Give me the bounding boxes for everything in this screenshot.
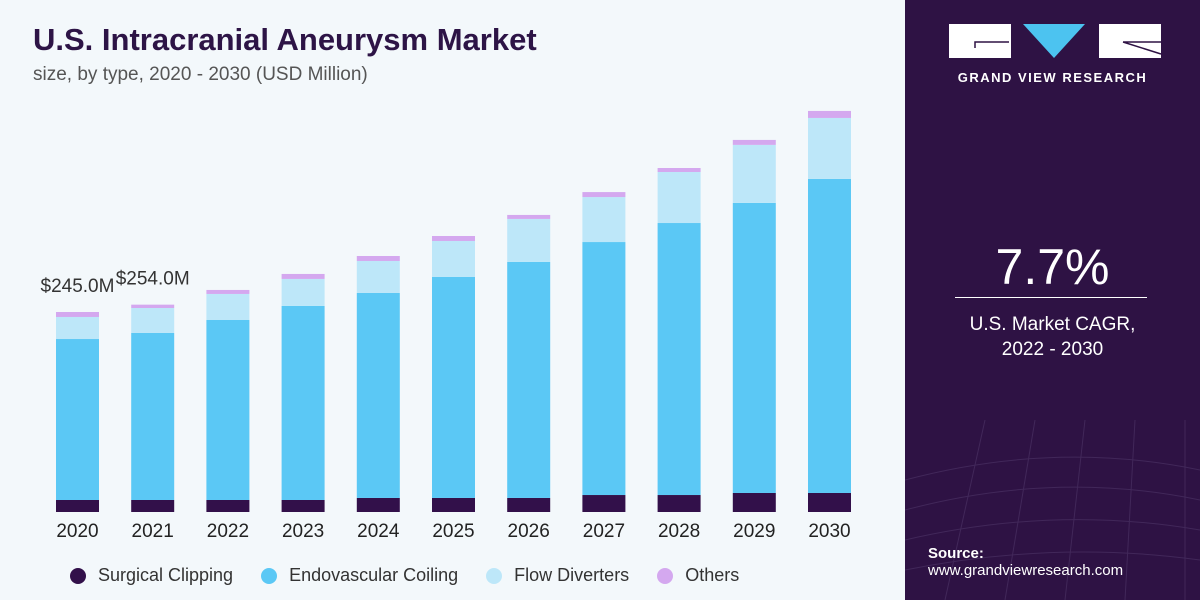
bar-endovascular-coiling-2021 [131, 332, 175, 500]
bar-endovascular-coiling-2020 [56, 339, 99, 500]
cagr-label: U.S. Market CAGR, 2022 - 2030 [905, 312, 1200, 362]
x-tick-label: 2022 [207, 521, 249, 542]
bar-others-2024 [356, 256, 400, 261]
data-label-2020: $245.0M [41, 276, 115, 297]
grid-decoration [905, 420, 1200, 600]
divider [955, 297, 1147, 298]
bar-flow-diverters-2020 [56, 316, 99, 340]
legend-label: Surgical Clipping [98, 565, 234, 585]
bar-endovascular-coiling-2022 [206, 320, 250, 500]
legend-item-surgical-clipping: Surgical Clipping [70, 565, 233, 586]
legend-item-flow-diverters: Flow Diverters [486, 565, 629, 586]
legend-swatch [657, 567, 674, 584]
chart-title: U.S. Intracranial Aneurysm Market [33, 22, 537, 57]
bar-surgical-clipping-2024 [356, 497, 400, 512]
bar-flow-diverters-2021 [131, 308, 175, 333]
bar-others-2028 [657, 168, 701, 172]
bar-flow-diverters-2029 [732, 144, 776, 203]
bar-flow-diverters-2028 [657, 172, 701, 224]
bar-others-2021 [131, 304, 175, 308]
bar-others-2023 [281, 273, 325, 279]
legend-swatch [486, 567, 503, 584]
bar-flow-diverters-2025 [432, 240, 475, 277]
bar-surgical-clipping-2022 [206, 500, 250, 512]
legend-item-others: Others [657, 565, 739, 586]
bar-flow-diverters-2027 [582, 197, 626, 243]
bar-others-2025 [432, 236, 475, 241]
source-url[interactable]: www.grandviewresearch.com [928, 562, 1124, 579]
bar-others-2027 [582, 192, 626, 198]
bar-surgical-clipping-2030 [808, 492, 851, 512]
x-tick-label: 2029 [733, 521, 775, 542]
bar-flow-diverters-2026 [507, 218, 551, 262]
bar-endovascular-coiling-2028 [657, 223, 701, 496]
x-tick-label: 2027 [583, 521, 625, 542]
bar-endovascular-coiling-2027 [582, 242, 626, 496]
bar-endovascular-coiling-2025 [432, 276, 475, 498]
legend-item-endovascular-coiling: Endovascular Coiling [261, 565, 458, 586]
bar-others-2020 [56, 312, 99, 317]
bar-endovascular-coiling-2023 [281, 305, 325, 500]
brand-name: GRAND VIEW RESEARCH [957, 70, 1148, 85]
bar-others-2022 [206, 289, 250, 294]
bar-endovascular-coiling-2030 [808, 178, 851, 493]
x-tick-label: 2021 [132, 521, 174, 542]
grand-view-research-logo [949, 24, 1162, 58]
bar-endovascular-coiling-2024 [356, 292, 400, 498]
data-label-2021: $254.0M [116, 269, 190, 290]
info-panel: GRAND VIEW RESEARCH 7.7% U.S. Market CAG… [905, 0, 1200, 600]
bar-surgical-clipping-2026 [507, 497, 551, 512]
legend-label: Others [685, 565, 740, 585]
bar-surgical-clipping-2029 [732, 492, 776, 512]
bar-surgical-clipping-2028 [657, 495, 701, 512]
bar-surgical-clipping-2023 [281, 500, 325, 512]
bar-surgical-clipping-2027 [582, 495, 626, 512]
x-tick-label: 2028 [658, 521, 700, 542]
x-tick-label: 2023 [282, 521, 324, 542]
bar-flow-diverters-2024 [356, 260, 400, 293]
cagr-value: 7.7% [995, 239, 1110, 295]
x-tick-label: 2020 [56, 521, 98, 542]
chart-subtitle: size, by type, 2020 - 2030 (USD Million) [33, 64, 368, 85]
bar-flow-diverters-2030 [808, 117, 851, 179]
x-tick-label: 2025 [432, 521, 474, 542]
chart-panel: U.S. Intracranial Aneurysm Market size, … [0, 0, 905, 600]
bar-flow-diverters-2023 [281, 278, 325, 306]
x-tick-label: 2030 [808, 521, 850, 542]
bar-surgical-clipping-2021 [131, 500, 175, 512]
bar-surgical-clipping-2020 [56, 500, 99, 512]
bar-chart: 2020 2021 2022 2023 2024 2025 2026 2027 2028 2029… [41, 110, 851, 542]
cagr-label-line2: 2022 - 2030 [1001, 339, 1104, 360]
legend-swatch [261, 567, 278, 584]
legend-label: Flow Diverters [514, 565, 630, 585]
source-label: Source: [928, 545, 984, 562]
cagr-label-line1: U.S. Market CAGR, [969, 314, 1136, 335]
legend: Surgical Clipping Endovascular Coiling F… [70, 565, 767, 586]
source: Source: www.grandviewresearch.com [928, 545, 1123, 579]
bar-endovascular-coiling-2026 [507, 261, 551, 498]
bar-others-2026 [507, 214, 551, 219]
bar-surgical-clipping-2025 [432, 497, 475, 512]
x-tick-label: 2024 [357, 521, 400, 542]
bar-others-2029 [732, 139, 776, 145]
legend-swatch [70, 567, 86, 584]
bar-others-2030 [808, 110, 851, 118]
legend-label: Endovascular Coiling [289, 565, 459, 585]
bar-flow-diverters-2022 [206, 293, 250, 320]
x-tick-label: 2026 [508, 521, 550, 542]
bar-endovascular-coiling-2029 [732, 202, 776, 493]
